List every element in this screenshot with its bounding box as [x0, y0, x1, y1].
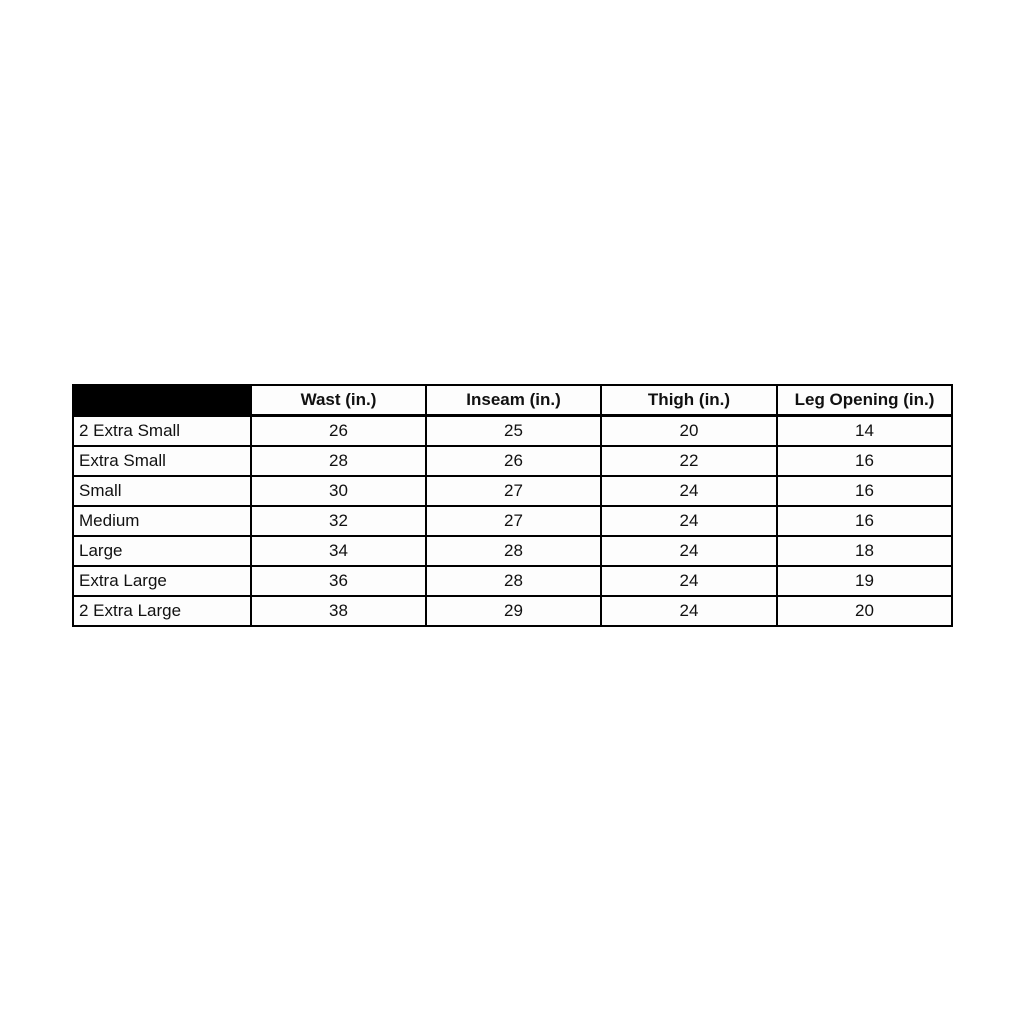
cell-inseam: 27 — [425, 475, 602, 507]
cell-thigh: 24 — [600, 535, 778, 567]
cell-waist: 26 — [250, 414, 427, 447]
cell-inseam: 25 — [425, 414, 602, 447]
cell-inseam: 27 — [425, 505, 602, 537]
table-row: 2 Extra Large 38 29 24 20 — [72, 595, 953, 627]
cell-thigh: 20 — [600, 414, 778, 447]
cell-waist: 30 — [250, 475, 427, 507]
cell-leg-opening: 18 — [776, 535, 953, 567]
cell-waist: 34 — [250, 535, 427, 567]
cell-inseam: 28 — [425, 565, 602, 597]
row-label: Large — [72, 535, 252, 567]
table-row: 2 Extra Small 26 25 20 14 — [72, 414, 953, 447]
size-chart: Wast (in.) Inseam (in.) Thigh (in.) Leg … — [72, 384, 953, 627]
row-label: 2 Extra Large — [72, 595, 252, 627]
cell-leg-opening: 16 — [776, 475, 953, 507]
row-label: Extra Small — [72, 445, 252, 477]
cell-inseam: 26 — [425, 445, 602, 477]
cell-waist: 36 — [250, 565, 427, 597]
table-row: Extra Small 28 26 22 16 — [72, 445, 953, 477]
cell-inseam: 28 — [425, 535, 602, 567]
header-row: Wast (in.) Inseam (in.) Thigh (in.) Leg … — [72, 384, 953, 417]
corner-cell — [72, 384, 252, 417]
cell-leg-opening: 20 — [776, 595, 953, 627]
column-header-thigh: Thigh (in.) — [600, 384, 778, 417]
row-label: Extra Large — [72, 565, 252, 597]
cell-leg-opening: 16 — [776, 505, 953, 537]
row-label: Medium — [72, 505, 252, 537]
cell-thigh: 24 — [600, 595, 778, 627]
cell-thigh: 24 — [600, 565, 778, 597]
row-label: 2 Extra Small — [72, 414, 252, 447]
table-row: Small 30 27 24 16 — [72, 475, 953, 507]
size-table: Wast (in.) Inseam (in.) Thigh (in.) Leg … — [72, 384, 953, 627]
column-header-leg-opening: Leg Opening (in.) — [776, 384, 953, 417]
table-row: Extra Large 36 28 24 19 — [72, 565, 953, 597]
cell-thigh: 24 — [600, 505, 778, 537]
cell-leg-opening: 19 — [776, 565, 953, 597]
cell-thigh: 22 — [600, 445, 778, 477]
cell-waist: 28 — [250, 445, 427, 477]
column-header-waist: Wast (in.) — [250, 384, 427, 417]
column-header-inseam: Inseam (in.) — [425, 384, 602, 417]
cell-thigh: 24 — [600, 475, 778, 507]
table-row: Medium 32 27 24 16 — [72, 505, 953, 537]
table-row: Large 34 28 24 18 — [72, 535, 953, 567]
cell-waist: 32 — [250, 505, 427, 537]
row-label: Small — [72, 475, 252, 507]
cell-leg-opening: 14 — [776, 414, 953, 447]
cell-waist: 38 — [250, 595, 427, 627]
cell-leg-opening: 16 — [776, 445, 953, 477]
cell-inseam: 29 — [425, 595, 602, 627]
